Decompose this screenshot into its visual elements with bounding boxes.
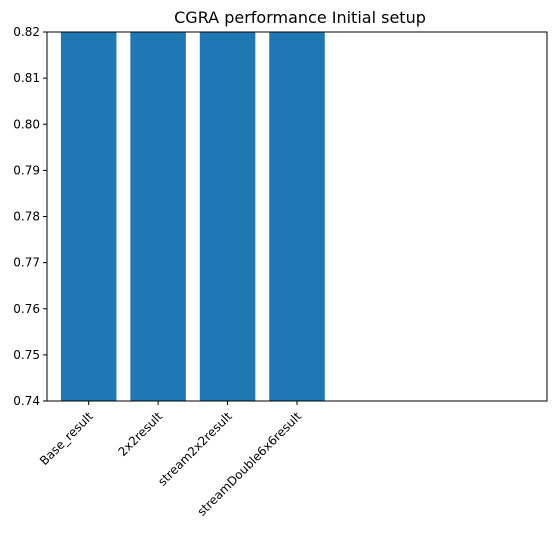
x-axis: Base_result 2x2resultstream2x2resultstrea… <box>37 401 304 519</box>
bar-1 <box>130 32 186 401</box>
y-tick-label-0: 0.74 <box>13 394 40 408</box>
x-tick-label-0: Base_result <box>37 409 96 468</box>
bar-2 <box>199 32 256 401</box>
plot-frame <box>46 31 548 402</box>
y-tick-label-6: 0.80 <box>13 117 40 131</box>
x-tick-label-2: stream2x2result <box>155 409 235 489</box>
y-tick-label-7: 0.81 <box>13 71 40 85</box>
y-tick-label-5: 0.79 <box>13 163 40 177</box>
y-tick-label-3: 0.77 <box>13 256 40 270</box>
y-tick-label-1: 0.75 <box>13 348 40 362</box>
y-tick-label-4: 0.78 <box>13 210 40 224</box>
y-tick-label-8: 0.82 <box>13 25 40 39</box>
bar-0 <box>60 32 117 401</box>
x-tick-label-1: 2x2result <box>116 409 166 459</box>
y-tick-label-2: 0.76 <box>13 302 40 316</box>
bar-3 <box>269 32 325 401</box>
y-axis: 0.74 0.75 0.76 0.77 0.78 0.79 0.80 0.81 0.82 <box>13 25 47 408</box>
chart-title: CGRA performance Initial setup <box>174 8 426 27</box>
bars-group <box>60 32 325 401</box>
